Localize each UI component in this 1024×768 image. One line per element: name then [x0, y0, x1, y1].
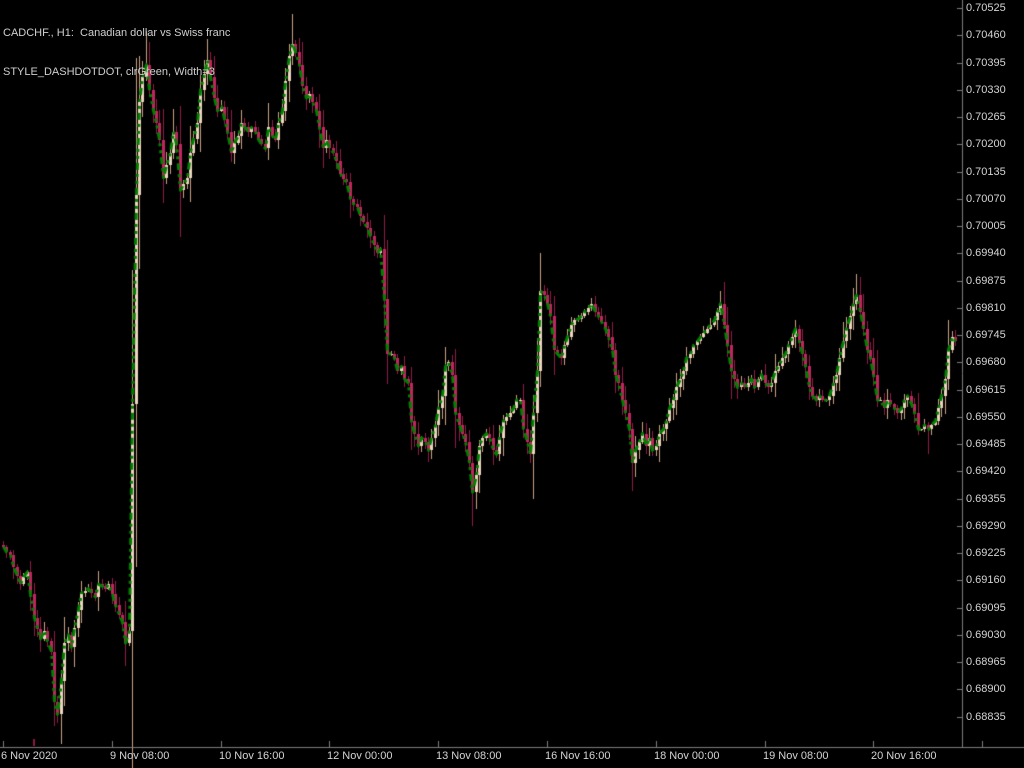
mt5-chart-window: 0.70525 0.70460 0.70395 0.70330 0.70265 0.702…	[0, 0, 1024, 768]
candlestick-chart-canvas[interactable]	[0, 0, 1024, 768]
